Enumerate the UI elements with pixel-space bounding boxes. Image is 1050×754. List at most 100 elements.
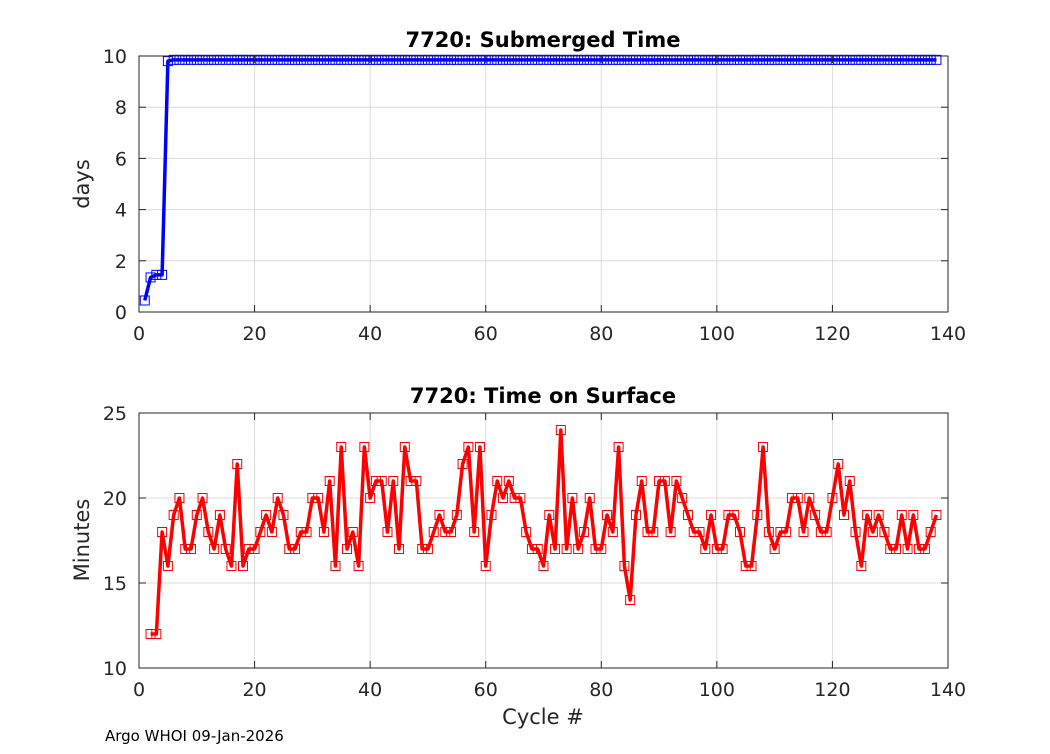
top-data-point (284, 54, 295, 65)
top-data-point (798, 54, 809, 65)
bottom-data-point (544, 510, 555, 520)
top-y-tick-label: 4 (115, 200, 127, 222)
top-data-point (480, 54, 491, 65)
top-data-point (301, 54, 312, 65)
top-data-point (186, 54, 197, 65)
bottom-data-point (896, 510, 907, 520)
bottom-data-point (769, 544, 780, 554)
top-data-point (370, 54, 381, 65)
bottom-data-point (602, 510, 613, 520)
top-data-point (353, 54, 364, 65)
top-data-point (238, 54, 249, 65)
bottom-y-axis-label: Minutes (70, 499, 94, 582)
top-data-point (272, 54, 283, 65)
top-x-tick-label: 20 (242, 323, 266, 345)
bottom-data-point (261, 510, 272, 520)
bottom-x-tick-label: 100 (699, 679, 735, 701)
top-data-point (746, 54, 757, 65)
bottom-data-point (729, 510, 740, 520)
bottom-data-point (636, 476, 647, 486)
bottom-data-point (498, 493, 509, 503)
bottom-data-point (694, 527, 705, 537)
bottom-data-point (625, 595, 636, 605)
top-data-point (336, 54, 347, 65)
bottom-data-point (573, 544, 584, 554)
bottom-data-point (908, 510, 919, 520)
top-y-tick-label: 10 (103, 46, 127, 68)
top-data-point (706, 54, 717, 65)
bottom-data-point (833, 459, 844, 469)
top-data-point (515, 54, 526, 65)
top-data-point (584, 54, 595, 65)
top-data-point (243, 54, 254, 65)
top-data-point (434, 54, 445, 65)
top-data-point (688, 54, 699, 65)
top-data-point (550, 54, 561, 65)
top-x-tick-label: 120 (814, 323, 850, 345)
bottom-y-tick-label: 20 (103, 488, 127, 510)
top-data-point (417, 54, 428, 65)
bottom-data-point (931, 510, 942, 520)
top-data-point (862, 54, 873, 65)
bottom-data-point (157, 527, 168, 537)
top-y-tick-label: 8 (115, 97, 127, 119)
top-data-point (382, 54, 393, 65)
bottom-data-point (867, 527, 878, 537)
top-data-point (313, 54, 324, 65)
top-data-point (203, 54, 214, 65)
top-y-tick-label: 2 (115, 251, 127, 273)
top-data-point (555, 54, 566, 65)
top-data-point (734, 54, 745, 65)
top-data-point (347, 54, 358, 65)
bottom-data-point (330, 561, 341, 571)
top-data-point (486, 54, 497, 65)
top-data-point (671, 54, 682, 65)
top-data-point (873, 54, 884, 65)
bottom-data-point (607, 527, 618, 537)
bottom-data-point (815, 527, 826, 537)
bottom-data-point (659, 476, 670, 486)
bottom-data-point (457, 459, 468, 469)
bottom-chart-title: 7720: Time on Surface (410, 384, 676, 408)
top-data-point (474, 54, 485, 65)
top-data-point (850, 54, 861, 65)
bottom-data-point (677, 493, 688, 503)
top-data-point (307, 54, 318, 65)
bottom-data-point (226, 561, 237, 571)
top-data-point (619, 54, 630, 65)
top-data-point (168, 54, 179, 65)
bottom-x-axis-label: Cycle # (502, 705, 584, 729)
top-data-point (919, 54, 930, 65)
top-data-point (191, 54, 202, 65)
top-x-tick-label: 40 (358, 323, 382, 345)
bottom-data-point (619, 561, 630, 571)
top-data-point (630, 54, 641, 65)
top-data-point (625, 54, 636, 65)
bottom-data-point (440, 527, 451, 537)
top-plot-background (139, 56, 948, 312)
bottom-data-point (249, 544, 260, 554)
bottom-data-point (434, 510, 445, 520)
bottom-data-point (446, 527, 457, 537)
top-data-point (342, 54, 353, 65)
bottom-data-point (688, 527, 699, 537)
top-data-point (902, 54, 913, 65)
top-data-point (827, 54, 838, 65)
top-data-point (469, 54, 480, 65)
bottom-plot-area: 0 20 40 60 80 100 120 140 10 15 20 25 (103, 403, 966, 701)
bottom-data-point (919, 544, 930, 554)
bottom-data-point (307, 493, 318, 503)
bottom-x-tick-label: 140 (930, 679, 966, 701)
top-data-point (226, 54, 237, 65)
bottom-data-point (232, 459, 243, 469)
bottom-data-point (301, 527, 312, 537)
top-data-point (740, 54, 751, 65)
top-data-point (255, 54, 266, 65)
bottom-data-point (405, 476, 416, 486)
top-data-point (249, 54, 260, 65)
top-data-point (677, 54, 688, 65)
top-data-point (394, 54, 405, 65)
top-data-point (723, 54, 734, 65)
bottom-data-point (613, 442, 624, 452)
bottom-data-point (422, 544, 433, 554)
